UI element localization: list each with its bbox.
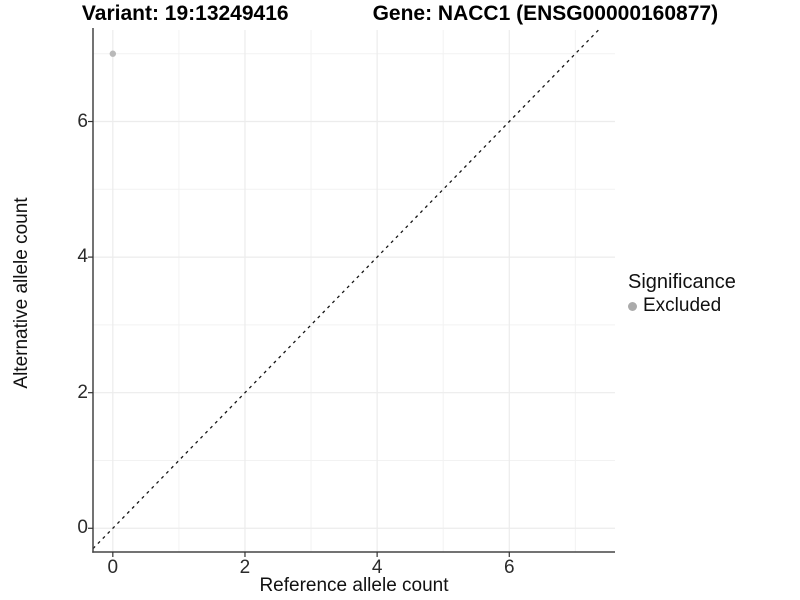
x-tick-label-0: 0 [107,557,119,578]
y-tick-label-2: 2 [77,381,88,403]
x-axis-title: Reference allele count [259,575,449,596]
y-tick-label-4: 4 [77,246,88,268]
legend-title: Significance [628,271,736,293]
excluded-point-icon [628,301,637,311]
legend: Significance Excluded [628,270,736,317]
y-tick-label-0: 0 [77,517,88,539]
y-axis-title: Alternative allele count [11,197,32,389]
data-point-excluded [109,50,117,57]
x-tick-label-4: 4 [371,557,383,578]
x-tick-label-6: 6 [503,557,515,578]
chart-title-variant: Variant: 19:13249416 [81,2,289,25]
chart-title-gene: Gene: NACC1 (ENSG00000160877) [372,2,719,25]
chart-title: Variant: 19:13249416 Gene: NACC1 (ENSG00… [0,2,800,26]
legend-item-label: Excluded [643,295,722,316]
legend-item-excluded: Excluded [628,295,736,317]
x-tick-label-2: 2 [239,557,251,578]
identity-reference-line [92,29,599,550]
y-tick-label-6: 6 [77,110,88,132]
